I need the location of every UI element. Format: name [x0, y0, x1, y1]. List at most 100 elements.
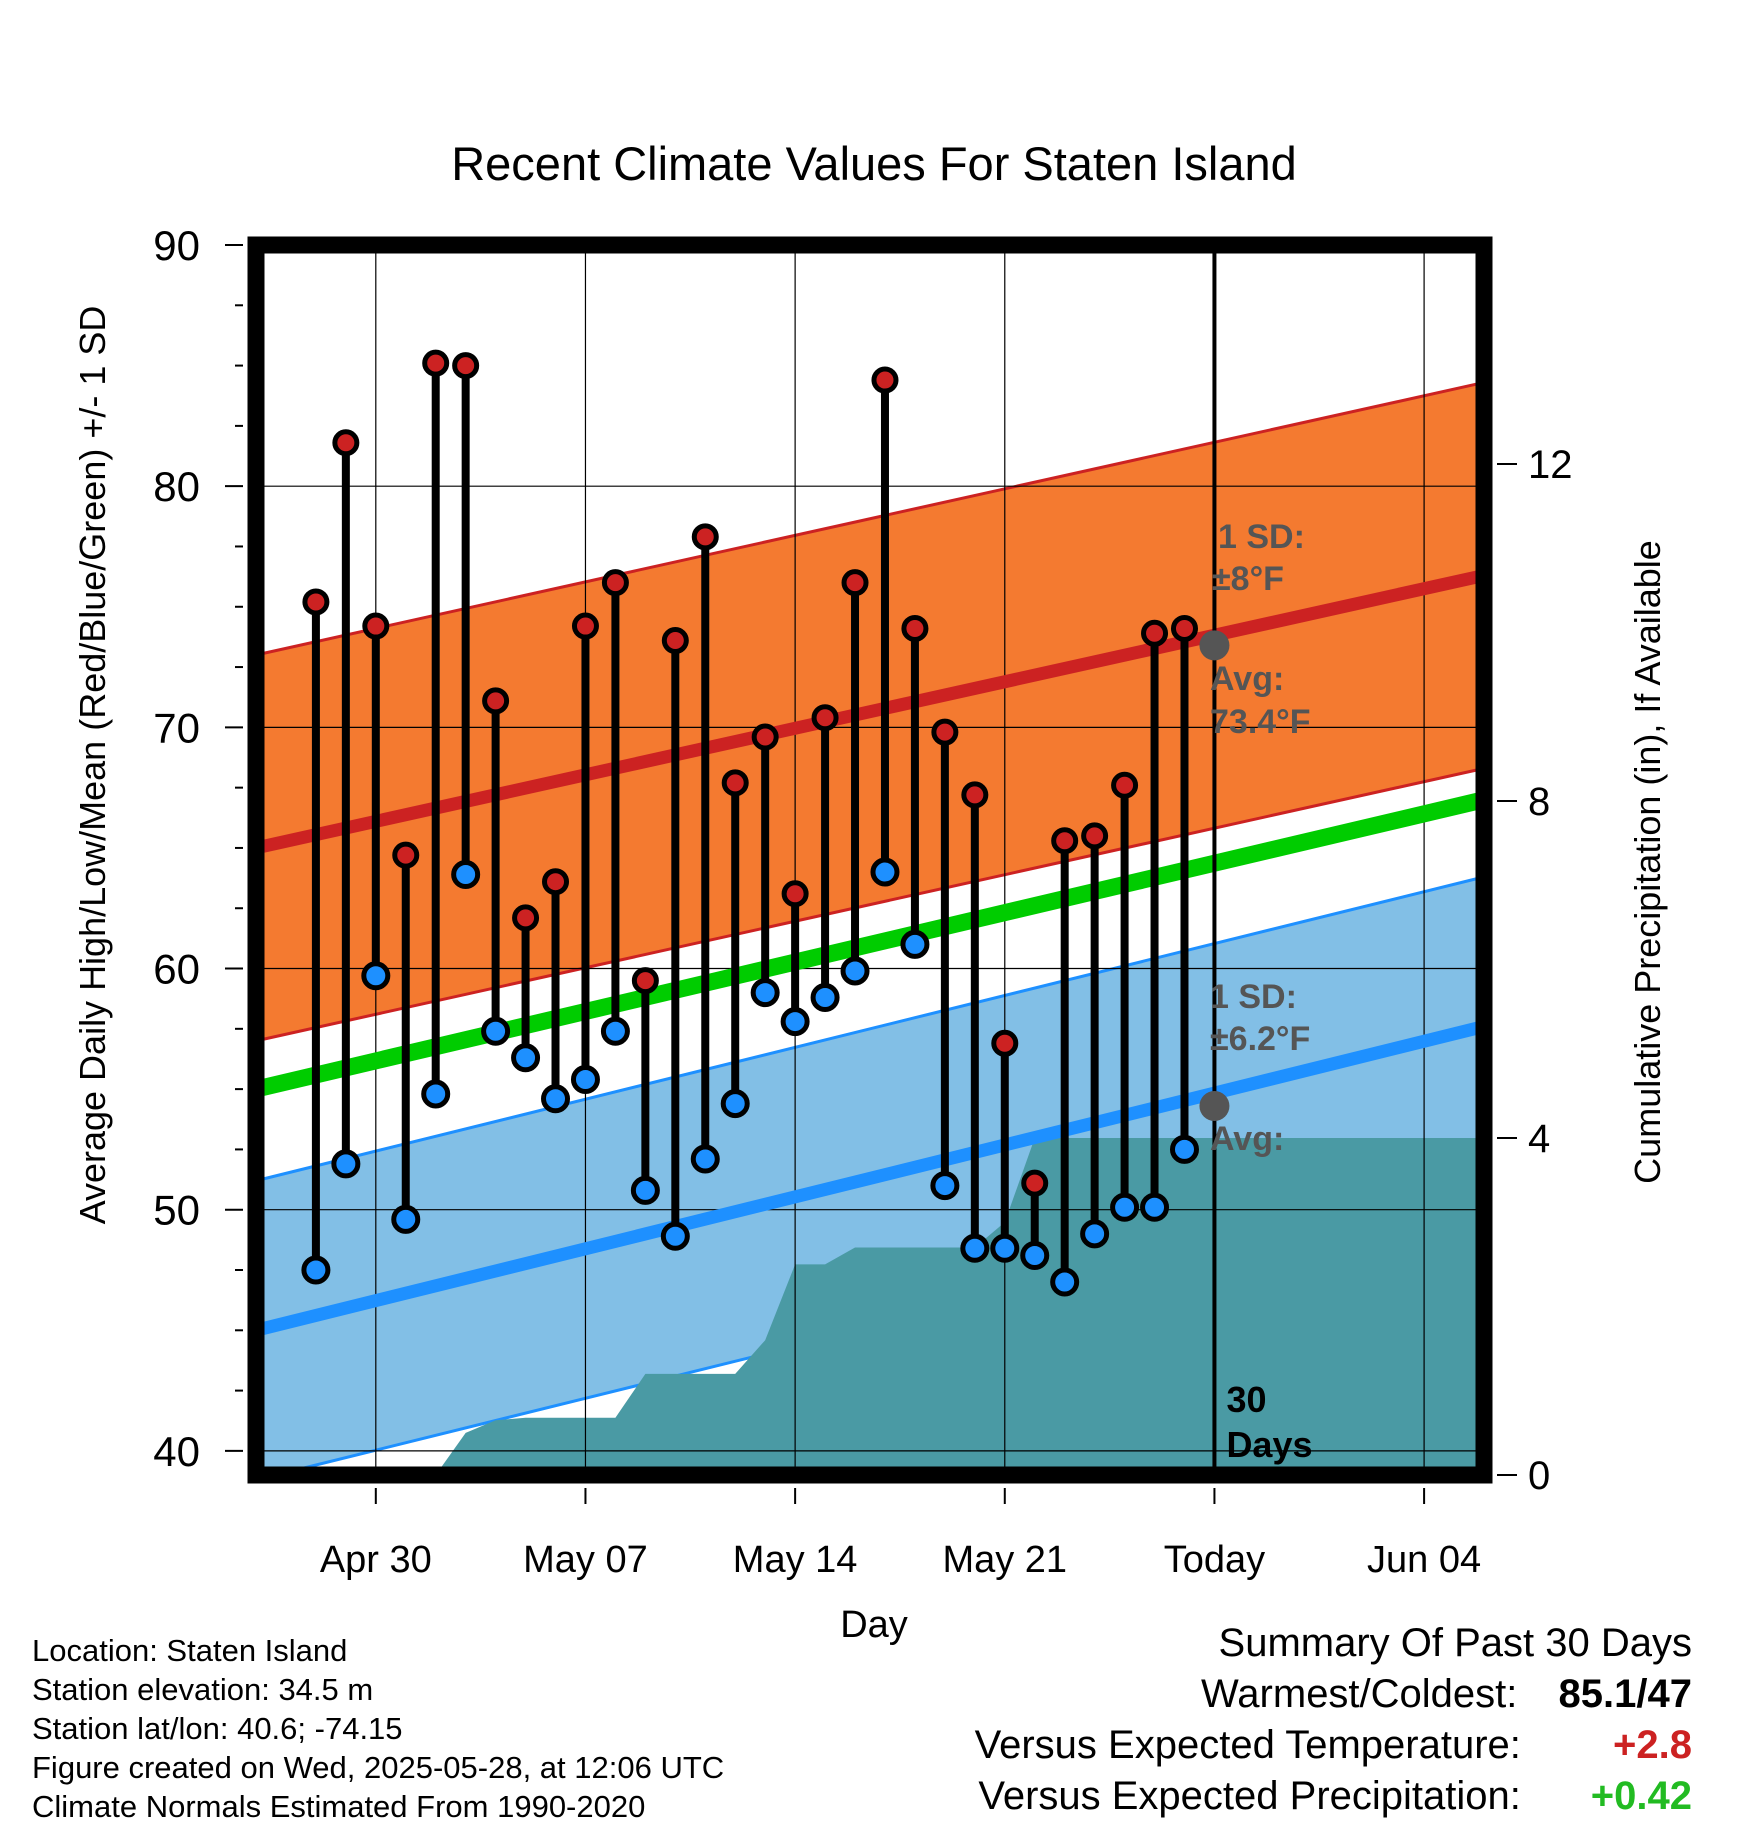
low-point: [990, 1233, 1020, 1263]
summary-precip-value: +0.42: [1590, 1774, 1692, 1818]
info-created: Figure created on Wed, 2025-05-28, at 12…: [32, 1750, 725, 1785]
low-point: [810, 982, 840, 1012]
x-tick-label: Jun 04: [1367, 1539, 1481, 1581]
y-tick-label: 80: [153, 463, 200, 510]
summary-warmest-label: Warmest/Coldest:: [1201, 1672, 1518, 1716]
y2-tick-label: 8: [1528, 780, 1550, 824]
x-tick-label: Today: [1164, 1539, 1265, 1581]
low-point: [451, 859, 481, 889]
high-point: [1021, 1169, 1049, 1197]
chart-title: Recent Climate Values For Staten Island: [451, 137, 1297, 190]
summary-title: Summary Of Past 30 Days: [1218, 1621, 1692, 1665]
high-sd-value: ±8°F: [1212, 560, 1284, 598]
low-point: [1020, 1241, 1050, 1271]
y-tick-label: 40: [153, 1428, 200, 1475]
x-tick-label: May 21: [942, 1539, 1067, 1581]
high-point: [991, 1029, 1019, 1057]
high-point: [721, 769, 749, 797]
low-point: [1080, 1219, 1110, 1249]
high-point: [901, 614, 929, 642]
info-elevation: Station elevation: 34.5 m: [32, 1672, 374, 1707]
high-point: [1170, 614, 1198, 642]
summary-precip-label: Versus Expected Precipitation:: [978, 1774, 1521, 1818]
low-point: [930, 1171, 960, 1201]
high-point: [661, 627, 689, 655]
low-point: [870, 857, 900, 887]
high-point: [931, 718, 959, 746]
y2-tick-label: 4: [1528, 1117, 1550, 1161]
y-axis-label: Average Daily High/Low/Mean (Red/Blue/Gr…: [72, 306, 113, 1225]
y-tick-label: 90: [153, 222, 200, 269]
low-point: [750, 978, 780, 1008]
high-avg-line: [254, 569, 1486, 855]
y2-tick-label: 0: [1528, 1454, 1550, 1498]
high-point: [571, 612, 599, 640]
low-point: [541, 1084, 571, 1114]
high-sd-label: 1 SD:: [1218, 518, 1305, 556]
low-point: [660, 1221, 690, 1251]
y-tick-label: 60: [153, 946, 200, 993]
high-avg-marker: [1199, 630, 1230, 661]
x-tick-label: May 14: [733, 1539, 858, 1581]
low-point: [840, 956, 870, 986]
high-band-lower-edge: [255, 766, 1485, 1043]
high-point: [811, 704, 839, 732]
low-point: [1050, 1267, 1080, 1297]
low-point: [900, 929, 930, 959]
high-point: [841, 569, 869, 597]
x-tick-label: Apr 30: [320, 1539, 432, 1581]
low-sd-label: 1 SD:: [1210, 978, 1297, 1016]
mean-avg-line: [254, 791, 1486, 1098]
low-point: [1140, 1192, 1170, 1222]
high-avg-label: Avg:: [1210, 660, 1284, 698]
low-point: [630, 1175, 660, 1205]
high-avg-value: 73.4°F: [1210, 703, 1311, 741]
low-point: [960, 1233, 990, 1263]
summary-precip-row: Versus Expected Precipitation: +0.42: [978, 1774, 1692, 1819]
period-label-number: 30: [1226, 1379, 1266, 1420]
low-point: [1110, 1192, 1140, 1222]
x-tick-label: May 07: [523, 1539, 648, 1581]
low-point: [391, 1204, 421, 1234]
high-point: [302, 588, 330, 616]
low-point: [780, 1007, 810, 1037]
y-tick-label: 50: [153, 1187, 200, 1234]
high-point: [631, 967, 659, 995]
low-point: [1169, 1134, 1199, 1164]
summary-warmest-value: 85.1/47: [1558, 1672, 1692, 1716]
low-point: [301, 1255, 331, 1285]
high-point: [512, 904, 540, 932]
high-point: [691, 523, 719, 551]
low-avg-line: [254, 1020, 1486, 1337]
high-point: [392, 841, 420, 869]
y-tick-label: 70: [153, 704, 200, 751]
low-point: [720, 1089, 750, 1119]
precip-area: [435, 1138, 1485, 1475]
y2-tick-label: 12: [1528, 443, 1573, 487]
low-point: [690, 1144, 720, 1174]
high-point: [961, 781, 989, 809]
y2-axis-label: Cumulative Precipitation (in), If Availa…: [1627, 540, 1668, 1184]
x-axis-label: Day: [840, 1604, 908, 1646]
low-avg-marker: [1199, 1091, 1230, 1121]
low-point: [600, 1016, 630, 1046]
high-band-upper-edge: [255, 381, 1485, 657]
low-point: [511, 1043, 541, 1073]
low-point: [570, 1064, 600, 1094]
high-point: [1051, 827, 1079, 855]
plot-frame: [247, 236, 1493, 1484]
high-point: [542, 868, 570, 896]
low-band-upper-edge: [255, 875, 1485, 1183]
summary-temp-row: Versus Expected Temperature: +2.8: [975, 1723, 1692, 1768]
info-normals: Climate Normals Estimated From 1990-2020: [32, 1789, 646, 1824]
low-avg-label: Avg:: [1210, 1120, 1284, 1158]
high-point: [422, 349, 450, 377]
high-point: [362, 612, 390, 640]
summary-temp-value: +2.8: [1613, 1723, 1692, 1767]
low-point: [421, 1079, 451, 1109]
high-point: [871, 366, 899, 394]
high-point: [452, 352, 480, 380]
high-point: [1141, 619, 1169, 647]
summary-temp-label: Versus Expected Temperature:: [974, 1723, 1521, 1767]
